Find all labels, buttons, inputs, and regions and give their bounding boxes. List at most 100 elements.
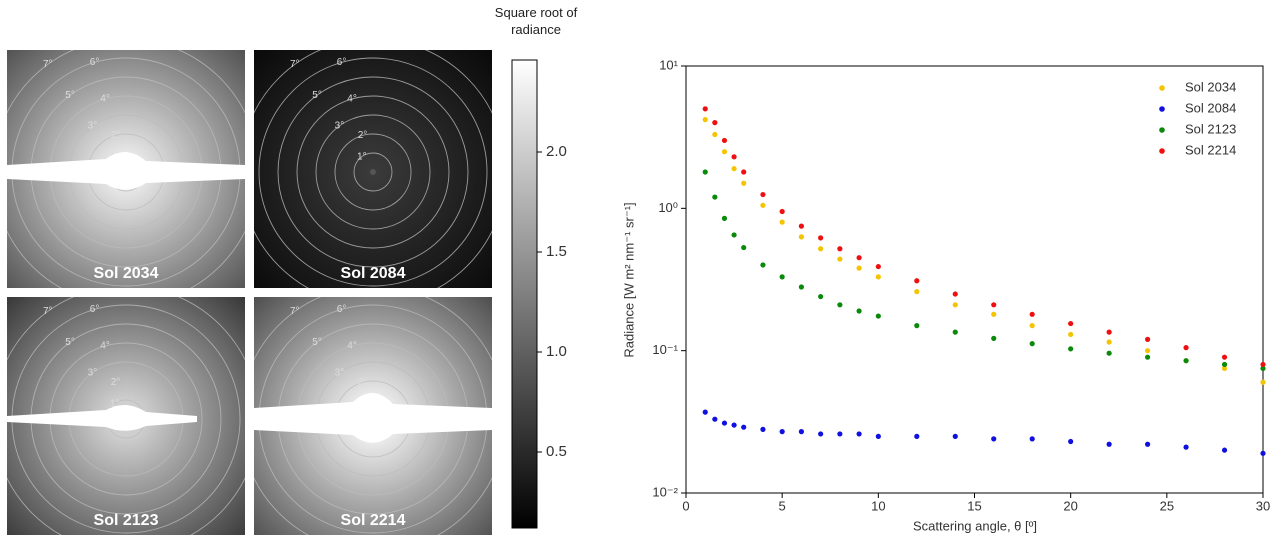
contour-label: 6° [90,304,100,315]
data-point [731,422,737,428]
legend-marker [1159,106,1165,112]
image-panel: 1°2°3°4°5°6°7°Sol 2034 [7,50,245,288]
data-point [1145,441,1151,447]
contour-ring [277,76,469,268]
data-point [1068,346,1074,352]
contour-ring [296,95,450,249]
x-tick-label: 15 [967,498,981,513]
data-point [1183,358,1189,364]
data-point [856,265,862,271]
data-point [818,246,824,252]
image-panel: 1°2°3°4°5°6°7°Sol 2214 [254,297,492,535]
data-point [856,308,862,314]
contour-ring [315,114,431,230]
contour-label: 3° [88,121,98,132]
data-point [1145,348,1151,354]
saturated-band [7,404,197,431]
contour-label: 7° [43,59,53,70]
saturated-band [7,151,245,190]
data-point [875,263,881,270]
image-panel: 1° 2° 3° 4° 5° 6° 7° Sol 2084 [254,50,492,288]
contour-label: 6° [337,57,347,68]
data-point [1221,365,1228,372]
data-point [721,149,728,155]
x-tick-label: 30 [1256,498,1270,513]
data-point [779,208,785,215]
legend-label: Sol 2084 [1185,100,1236,115]
y-axis-label: Radiance [W m² nm⁻¹ sr⁻¹] [621,202,636,357]
data-point [991,311,997,317]
data-point [798,223,805,229]
data-point [798,429,805,435]
data-point [991,335,997,341]
contour-ring [334,133,412,211]
y-tick-label: 10⁰ [658,200,678,215]
data-point [1221,447,1228,453]
legend-marker [1159,127,1165,133]
data-point [1068,331,1074,338]
image-content: 1°2°3°4°5°6°7° [254,297,492,535]
data-point [1260,379,1266,385]
data-point [991,436,997,442]
colorbar-tick-label: 2.0 [546,143,567,160]
contour-label: 3° [335,121,345,132]
data-point [1029,323,1035,329]
contour-label: 6° [337,304,347,315]
data-point [952,302,958,308]
plot-frame [685,65,1264,494]
contour-label: 2° [111,377,121,388]
data-point [741,169,747,175]
data-point [721,137,728,144]
data-point [1221,361,1228,368]
contour-ring [353,152,393,192]
data-point [760,202,766,208]
data-point [779,429,785,435]
data-point [837,246,843,252]
contour-label: 7° [43,306,53,317]
data-point [712,416,718,422]
data-point [1106,441,1112,447]
data-point [952,329,958,335]
colorbar [511,59,538,529]
data-point [1183,444,1189,450]
colorbar-tick-label: 1.5 [546,243,567,260]
contour-label: 3° [335,368,345,379]
colorbar-tick-label: 0.5 [546,443,567,460]
contour-label: 2° [111,130,121,141]
panel-label: Sol 2034 [94,265,159,282]
data-point [798,234,805,240]
data-point [1221,354,1228,360]
image-panel: 1° 2° 3° 4° 5° 6° 7° Sol 2123 [7,297,245,535]
data-point [837,302,843,308]
legend-label: Sol 2123 [1185,121,1236,136]
data-point [856,255,862,261]
data-point [741,244,747,251]
panel-label: Sol 2214 [341,512,406,529]
data-point [991,302,997,308]
data-point [1029,341,1035,347]
colorbar-tick-label: 1.0 [546,343,567,360]
panel-label: Sol 2123 [94,512,159,529]
contour-label: 4° [100,341,110,352]
data-point [760,426,766,432]
contour-label: 5° [312,90,322,101]
data-point [1260,450,1266,456]
contour-label: 1° [110,398,120,409]
data-point [914,289,920,295]
contour-label: 1° [357,151,367,162]
image-content: 1°2°3°4°5°6°7° [7,50,245,288]
data-point [952,433,958,439]
contour-label: 7° [290,59,300,70]
data-point [731,166,737,172]
data-point [1106,350,1112,356]
data-point [779,274,785,280]
data-point [914,433,920,439]
data-point [1106,339,1112,345]
data-point [702,169,708,175]
image-content: 1°2°3°4°5°6°7° [254,50,492,288]
data-point [1183,345,1189,351]
data-point [1260,361,1266,368]
image-content: 1°2°3°4°5°6°7° [7,297,245,535]
x-axis-label: Scattering angle, θ [º] [913,518,1037,533]
